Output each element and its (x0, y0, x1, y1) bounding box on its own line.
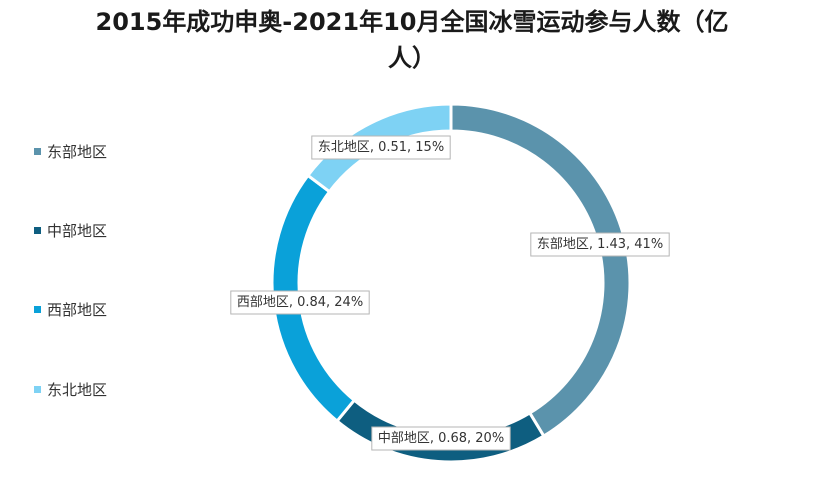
data-label-box-east (530, 232, 670, 257)
data-label-northeast: 东北地区, 0.51, 15% (311, 135, 451, 160)
legend-label-northeast: 东北地区 (47, 381, 108, 399)
data-label-text-west: 西部地区, 0.84, 24% (237, 295, 363, 310)
chart-title-line-1: 2015年成功申奥-2021年10月全国冰雪运动参与人数（亿 (95, 8, 729, 36)
legend-item-northeast: 东北地区 (34, 378, 107, 402)
data-label-box-west (230, 290, 370, 315)
legend-item-central: 中部地区 (34, 219, 107, 243)
data-label-text-northeast: 东北地区, 0.51, 15% (318, 140, 444, 155)
legend-swatch-west (34, 306, 41, 313)
data-labels: 东部地区, 1.43, 41% 中部地区, 0.68, 20% 西部地区, 0.84… (230, 135, 670, 451)
chart-title-line-2: 人） (388, 44, 436, 72)
data-label-box-central (371, 426, 511, 451)
legend-item-west: 西部地区 (34, 298, 107, 322)
data-label-central: 中部地区, 0.68, 20% (371, 426, 511, 451)
legend-label-central: 中部地区 (47, 222, 108, 240)
legend-label-west: 西部地区 (47, 301, 108, 319)
data-label-box-northeast (311, 135, 451, 160)
data-label-west: 西部地区, 0.84, 24% (230, 290, 370, 315)
data-label-east: 东部地区, 1.43, 41% (530, 232, 670, 257)
legend-swatch-central (34, 227, 41, 234)
donut-slice-east (449, 102, 632, 439)
legend-swatch-northeast (34, 386, 41, 393)
legend-label-east: 东部地区 (47, 143, 108, 161)
data-label-text-east: 东部地区, 1.43, 41% (537, 237, 663, 252)
chart-title: 2015年成功申奥-2021年10月全国冰雪运动参与人数（亿 人） (0, 4, 824, 76)
legend-swatch-east (34, 148, 41, 155)
data-label-text-central: 中部地区, 0.68, 20% (378, 431, 504, 446)
legend-item-east: 东部地区 (34, 140, 107, 164)
